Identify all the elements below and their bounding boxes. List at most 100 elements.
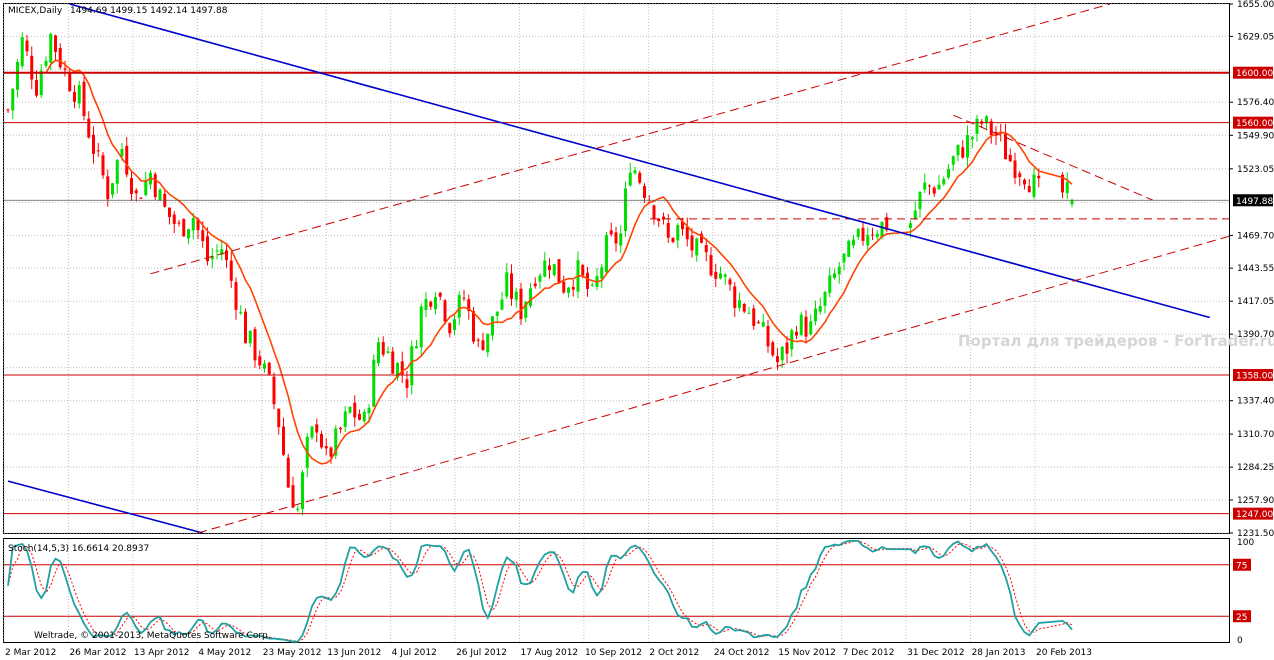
candle-body xyxy=(96,150,100,152)
candle-body xyxy=(985,116,988,123)
candle-body xyxy=(771,342,775,356)
stoch-level-label: 75 xyxy=(1236,561,1247,571)
candle-body xyxy=(49,33,53,63)
candle-body xyxy=(210,255,214,260)
candle-body xyxy=(1027,186,1031,193)
channel-upper-dashed xyxy=(150,3,1111,275)
candle-body xyxy=(571,287,575,290)
candle-body xyxy=(833,273,836,278)
candle-body xyxy=(719,273,722,279)
candle-body xyxy=(215,250,219,252)
candle-body xyxy=(253,329,257,361)
candle-body xyxy=(780,346,784,361)
candle-body xyxy=(419,306,423,348)
stochastic-label: Stoch(14,5,3) 16.6614 20.8937 xyxy=(8,544,149,554)
candle-body xyxy=(1018,173,1022,178)
candle-body xyxy=(823,291,827,306)
candle-body xyxy=(282,426,285,455)
candle-body xyxy=(1004,133,1007,160)
candle-body xyxy=(671,237,675,243)
candle-body xyxy=(35,80,38,96)
candle-body xyxy=(187,229,190,239)
candle-body xyxy=(77,85,81,104)
candle-body xyxy=(58,47,62,68)
candle-body xyxy=(785,342,789,354)
y-tick-label: 1417.05 xyxy=(1237,297,1274,307)
current-price-tag xyxy=(1233,194,1273,207)
y-tick-label: 1523.05 xyxy=(1237,165,1274,175)
candle-body xyxy=(757,322,760,324)
candle-body xyxy=(809,321,813,335)
axis-labels: 1600.00 1560.00 1358.00 1247.00 1497.88 1655.… xyxy=(5,0,1274,658)
candle-body xyxy=(201,230,205,242)
candle-body xyxy=(491,316,494,336)
candle-body xyxy=(329,447,333,457)
y-tick-label: 1284.25 xyxy=(1237,463,1274,473)
candle-body xyxy=(909,223,912,228)
candle-body xyxy=(624,188,627,231)
candle-body xyxy=(538,275,542,282)
candle-body xyxy=(400,361,404,375)
y-tick-label: 1443.55 xyxy=(1237,264,1274,274)
candle-body xyxy=(795,331,798,336)
watermark: Портал для трейдеров - ForTrader.ru xyxy=(958,332,1274,350)
candle-body xyxy=(619,233,623,246)
ohlc-label: 1494.69 1499.15 1492.14 1497.88 xyxy=(70,6,228,16)
level-tag-label: 1600.00 xyxy=(1236,69,1273,79)
candle-body xyxy=(453,319,456,331)
candle-body xyxy=(937,184,941,190)
candle-body xyxy=(20,37,24,67)
x-tick-label: 2 Oct 2012 xyxy=(649,648,699,658)
candle-body xyxy=(443,300,447,322)
y-tick-label: 1576.40 xyxy=(1237,98,1274,108)
candle-body xyxy=(39,70,43,96)
candle-body xyxy=(875,233,879,238)
candle-body xyxy=(500,299,504,310)
stoch-level-tag xyxy=(1233,610,1251,623)
candle-body xyxy=(386,351,390,353)
candle-body xyxy=(343,411,347,427)
candle-body xyxy=(139,197,143,199)
candle-body xyxy=(1032,174,1036,197)
candle-body xyxy=(956,144,960,156)
y-tick-label: 1549.90 xyxy=(1237,131,1274,141)
candle-body xyxy=(358,413,361,420)
candle-body xyxy=(258,356,262,366)
candle-body xyxy=(818,306,822,312)
y-tick-label: 1337.40 xyxy=(1237,397,1274,407)
candle-body xyxy=(776,356,779,363)
candle-body xyxy=(524,301,528,318)
candle-body xyxy=(381,342,385,355)
candle-body xyxy=(562,281,566,293)
x-tick-label: 13 Jun 2012 xyxy=(327,648,381,658)
candle-body xyxy=(391,351,395,374)
candle-body xyxy=(434,297,437,310)
candle-body xyxy=(966,134,969,158)
candle-body xyxy=(448,323,452,334)
candle-body xyxy=(92,134,95,154)
candle-body xyxy=(115,159,119,184)
candle-body xyxy=(1065,182,1069,194)
candle-body xyxy=(367,407,371,414)
candlestick-series xyxy=(6,32,1074,516)
candle-body xyxy=(44,60,48,66)
candle-body xyxy=(866,234,870,246)
candle-body xyxy=(932,187,936,194)
footer-copyright: Weltrade, © 2001-2013, MetaQuotes Softwa… xyxy=(34,631,271,641)
candle-body xyxy=(766,325,770,347)
candle-body xyxy=(495,311,499,316)
candle-body xyxy=(191,218,195,231)
candle-body xyxy=(700,233,703,243)
candle-body xyxy=(761,322,765,327)
candle-body xyxy=(196,218,200,231)
candle-body xyxy=(690,235,694,251)
candle-body xyxy=(324,446,328,449)
candle-body xyxy=(738,300,741,308)
stoch-tick-label: 100 xyxy=(1237,538,1254,548)
candle-body xyxy=(457,295,461,318)
candle-body xyxy=(339,427,342,430)
candle-body xyxy=(581,265,585,276)
candle-body xyxy=(405,379,409,388)
candle-body xyxy=(519,288,523,320)
